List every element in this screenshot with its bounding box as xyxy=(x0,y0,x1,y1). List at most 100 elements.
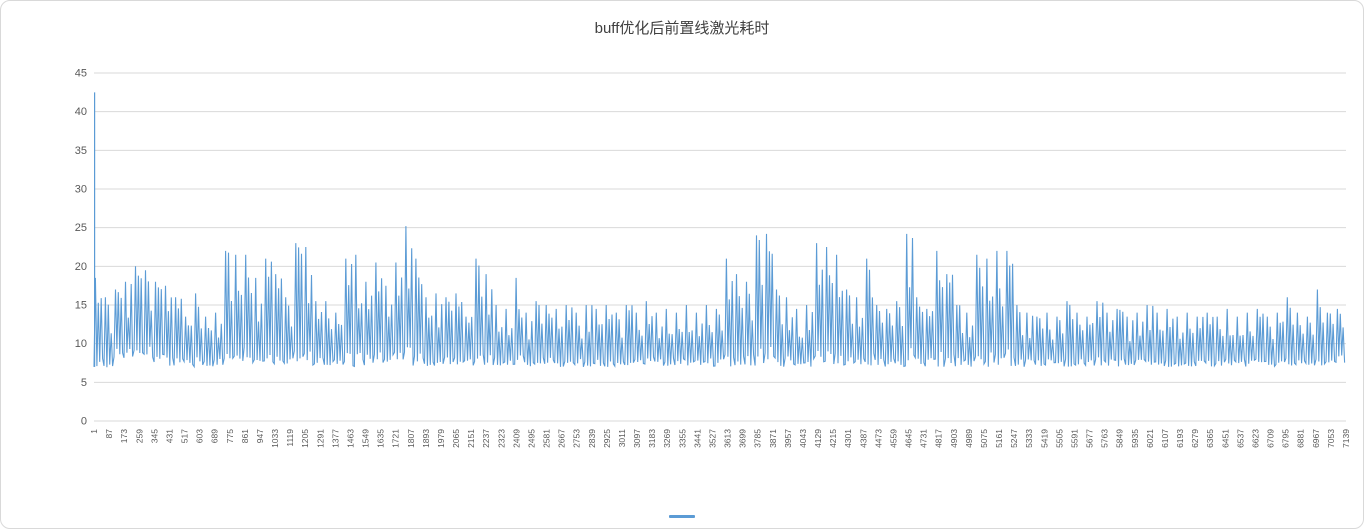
x-axis-tick-label: 517 xyxy=(180,429,190,443)
x-axis-tick-label: 259 xyxy=(134,429,144,443)
x-axis-tick-label: 1 xyxy=(89,429,99,434)
x-axis-tick-label: 1205 xyxy=(300,429,310,448)
x-axis-tick-label: 4387 xyxy=(858,429,868,448)
x-axis-tick-label: 4645 xyxy=(904,429,914,448)
x-axis-tick-label: 4043 xyxy=(798,429,808,448)
x-axis-tick-label: 3527 xyxy=(707,429,717,448)
x-axis-tick-label: 2667 xyxy=(557,429,567,448)
x-axis-tick-label: 1549 xyxy=(361,429,371,448)
y-axis-tick-label: 30 xyxy=(75,184,87,196)
x-axis-tick-label: 3699 xyxy=(738,429,748,448)
x-axis-tick-label: 1893 xyxy=(421,429,431,448)
x-axis-tick-label: 861 xyxy=(240,429,250,443)
x-axis-tick-label: 2925 xyxy=(602,429,612,448)
x-axis-tick-label: 689 xyxy=(210,429,220,443)
x-axis-tick-label: 4903 xyxy=(949,429,959,448)
x-axis-tick-label: 6623 xyxy=(1250,429,1260,448)
x-axis-tick-label: 6021 xyxy=(1145,429,1155,448)
y-axis-tick-label: 35 xyxy=(75,145,87,157)
x-axis-tick-label: 345 xyxy=(149,429,159,443)
x-axis-tick-label: 4129 xyxy=(813,429,823,448)
x-axis-tick-label: 1291 xyxy=(315,429,325,448)
x-axis-tick-label: 5763 xyxy=(1100,429,1110,448)
y-axis-tick-label: 40 xyxy=(75,106,87,118)
x-axis-tick-label: 7139 xyxy=(1341,429,1351,448)
x-axis-tick-label: 5591 xyxy=(1069,429,1079,448)
x-axis-tick-label: 2409 xyxy=(511,429,521,448)
x-axis-tick-label: 6279 xyxy=(1190,429,1200,448)
x-axis-tick-label: 4731 xyxy=(919,429,929,448)
x-axis-tick-label: 7053 xyxy=(1326,429,1336,448)
x-axis-tick-label: 6881 xyxy=(1296,429,1306,448)
x-axis-tick-label: 4473 xyxy=(873,429,883,448)
x-axis-tick-label: 6967 xyxy=(1311,429,1321,448)
x-axis-tick-label: 3785 xyxy=(753,429,763,448)
x-axis-tick-label: 1033 xyxy=(270,429,280,448)
x-axis-tick-label: 3355 xyxy=(677,429,687,448)
y-axis-tick-label: 45 xyxy=(75,68,87,80)
x-axis-tick-label: 87 xyxy=(104,429,114,439)
x-axis-tick-label: 1463 xyxy=(345,429,355,448)
x-axis-tick-label: 2753 xyxy=(572,429,582,448)
x-axis-tick-label: 2237 xyxy=(481,429,491,448)
x-axis-tick-label: 3097 xyxy=(632,429,642,448)
x-axis-tick-label: 3183 xyxy=(647,429,657,448)
y-axis-tick-label: 20 xyxy=(75,261,87,273)
x-axis-tick-label: 3441 xyxy=(692,429,702,448)
x-axis-tick-label: 4559 xyxy=(888,429,898,448)
x-axis-tick-label: 6193 xyxy=(1175,429,1185,448)
x-axis-tick-label: 1807 xyxy=(406,429,416,448)
x-axis-tick-label: 6107 xyxy=(1160,429,1170,448)
x-axis-tick-label: 6795 xyxy=(1281,429,1291,448)
x-axis-tick-label: 2581 xyxy=(542,429,552,448)
y-axis-tick-label: 15 xyxy=(75,300,87,312)
y-axis-tick-label: 0 xyxy=(81,416,87,428)
x-axis-tick-label: 173 xyxy=(119,429,129,443)
x-axis-tick-label: 1979 xyxy=(436,429,446,448)
x-axis-tick-label: 6709 xyxy=(1266,429,1276,448)
x-axis-tick-label: 2151 xyxy=(466,429,476,448)
x-axis-tick-label: 603 xyxy=(195,429,205,443)
x-axis-tick-label: 5677 xyxy=(1085,429,1095,448)
legend-line-marker xyxy=(669,515,695,518)
x-axis-tick-label: 1721 xyxy=(391,429,401,448)
x-axis-tick-label: 3269 xyxy=(662,429,672,448)
x-axis-tick-label: 4215 xyxy=(828,429,838,448)
x-axis-tick-label: 3613 xyxy=(723,429,733,448)
chart-title: buff优化后前置线激光耗时 xyxy=(594,20,770,37)
x-axis-tick-label: 2495 xyxy=(526,429,536,448)
x-axis-tick-label: 3871 xyxy=(768,429,778,448)
x-axis-tick-label: 3011 xyxy=(617,429,627,448)
x-axis-tick-label: 6365 xyxy=(1205,429,1215,448)
x-axis-tick-label: 775 xyxy=(225,429,235,443)
x-axis-tick-label: 431 xyxy=(164,429,174,443)
y-axis-tick-label: 25 xyxy=(75,222,87,234)
x-axis-tick-label: 5247 xyxy=(1009,429,1019,448)
x-axis-tick-label: 5849 xyxy=(1115,429,1125,448)
x-axis-tick-label: 4301 xyxy=(843,429,853,448)
y-axis-tick-label: 10 xyxy=(75,338,87,350)
x-axis-tick-label: 5505 xyxy=(1054,429,1064,448)
x-axis-tick-label: 2323 xyxy=(496,429,506,448)
x-axis-tick-label: 1377 xyxy=(330,429,340,448)
x-axis-tick-label: 5419 xyxy=(1039,429,1049,448)
x-axis-tick-label: 2839 xyxy=(587,429,597,448)
x-axis-tick-label: 5075 xyxy=(979,429,989,448)
x-axis-tick-label: 5161 xyxy=(994,429,1004,448)
x-axis-tick-label: 947 xyxy=(255,429,265,443)
x-axis-tick-label: 5935 xyxy=(1130,429,1140,448)
x-axis-tick-label: 6451 xyxy=(1220,429,1230,448)
x-axis-tick-label: 6537 xyxy=(1235,429,1245,448)
x-axis-tick-label: 5333 xyxy=(1024,429,1034,448)
legend xyxy=(1,515,1363,518)
x-axis-tick-label: 2065 xyxy=(451,429,461,448)
x-axis-tick-label: 3957 xyxy=(783,429,793,448)
x-axis-tick-label: 4989 xyxy=(964,429,974,448)
x-axis-tick-label: 1635 xyxy=(376,429,386,448)
y-axis-tick-label: 5 xyxy=(81,377,87,389)
x-axis-tick-label: 1119 xyxy=(285,429,295,447)
x-axis-tick-label: 4817 xyxy=(934,429,944,448)
series-line xyxy=(93,226,1346,369)
